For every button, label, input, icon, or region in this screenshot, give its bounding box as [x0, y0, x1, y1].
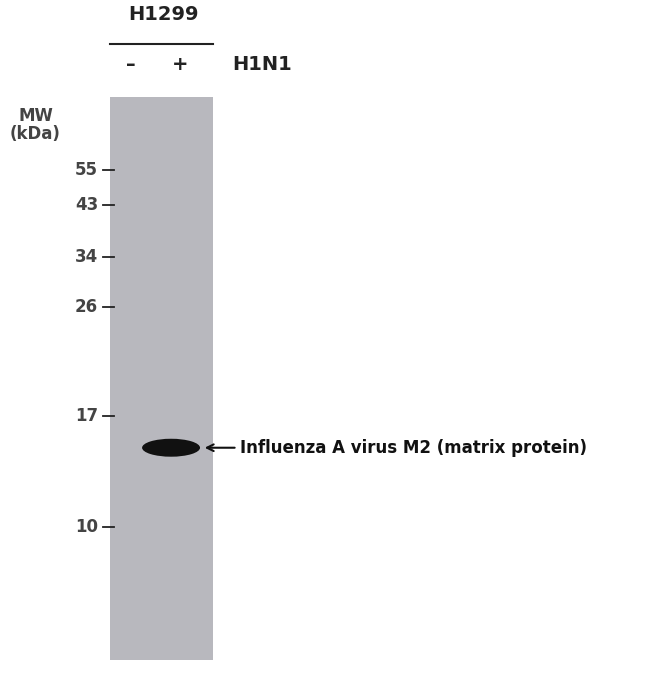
Ellipse shape	[142, 439, 200, 457]
Text: H1N1: H1N1	[232, 55, 292, 74]
Text: (kDa): (kDa)	[10, 125, 61, 143]
Text: +: +	[172, 55, 188, 74]
Text: Influenza A virus M2 (matrix protein): Influenza A virus M2 (matrix protein)	[207, 439, 587, 457]
Bar	[111, 97, 213, 660]
Text: 34: 34	[75, 248, 98, 266]
Text: 10: 10	[75, 518, 98, 536]
Text: 55: 55	[75, 161, 98, 179]
Text: –: –	[126, 55, 136, 74]
Text: 26: 26	[75, 298, 98, 316]
Text: H1299: H1299	[128, 5, 199, 24]
Text: 43: 43	[75, 197, 98, 215]
Text: MW: MW	[18, 107, 53, 125]
Text: 17: 17	[75, 407, 98, 425]
